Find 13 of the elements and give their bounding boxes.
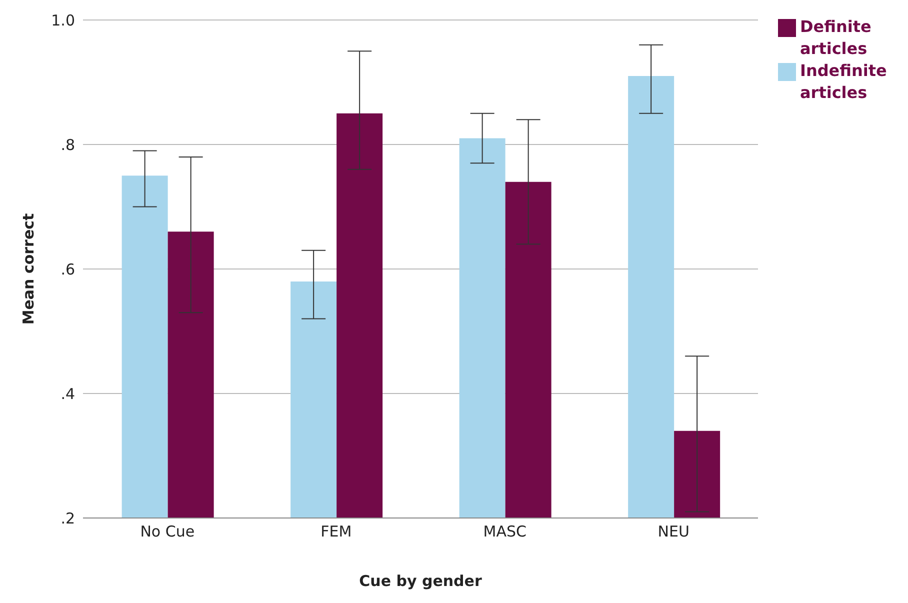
y-tick-label: .2 [60,509,75,528]
x-tick-label: No Cue [140,522,195,541]
y-tick-label: .8 [60,136,75,154]
legend-label: Definite articles [800,16,872,60]
x-axis-title: Cue by gender [359,572,482,590]
x-tick-label: FEM [320,522,352,541]
y-axis-title: Mean correct [19,213,38,325]
y-tick-label: 1.0 [51,11,75,30]
y-tick-label: .6 [60,260,75,278]
y-tick-label: .4 [60,384,75,403]
x-tick-label: MASC [483,522,526,541]
legend-label: Indefinite articles [800,60,888,104]
x-tick-label: NEU [658,522,690,541]
